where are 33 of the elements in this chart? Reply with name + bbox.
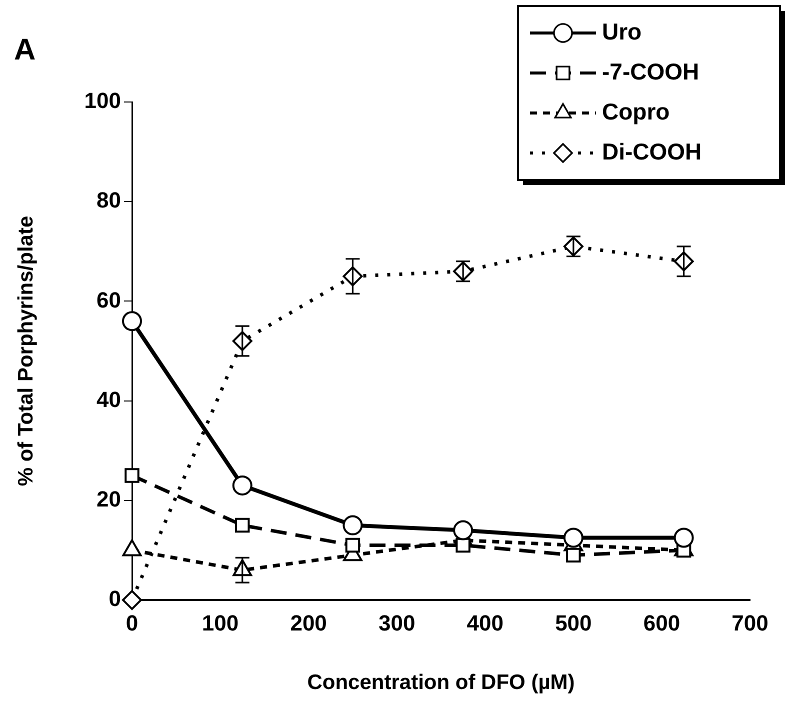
- legend-label: Uro: [602, 18, 642, 44]
- point: [566, 548, 581, 563]
- x-tick-label: 700: [732, 610, 768, 636]
- y-tick-label: 60: [96, 287, 121, 312]
- point: [563, 528, 584, 548]
- point: [456, 538, 470, 553]
- y-tick-label: 100: [84, 88, 121, 114]
- point: [124, 468, 140, 483]
- legend-label: Di-COOH: [602, 138, 702, 164]
- x-tick-label: 200: [290, 610, 327, 636]
- point: [345, 538, 360, 553]
- y-tick-label: 0: [108, 586, 121, 612]
- x-tick-label: 0: [126, 610, 138, 636]
- point: [342, 515, 363, 536]
- y-tick-label: 20: [96, 486, 121, 512]
- point: [453, 520, 474, 540]
- point: [674, 528, 694, 548]
- x-axis-title: Concentration of DFO (µM): [307, 671, 575, 694]
- point: [234, 518, 250, 533]
- y-tick-label: 40: [96, 386, 121, 412]
- x-tick-label: 100: [202, 610, 239, 636]
- y-tick-label: 80: [96, 188, 121, 213]
- chart-title: A: [14, 33, 36, 66]
- y-axis-title: % of Total Porphyrins/plate: [14, 216, 38, 486]
- legend-label: Copro: [602, 98, 670, 124]
- point: [122, 590, 142, 610]
- point: [122, 311, 142, 332]
- x-tick-label: 300: [378, 610, 416, 636]
- x-tick-label: 400: [466, 610, 504, 636]
- x-tick-label: 600: [643, 610, 680, 636]
- legend-label: -7-COOH: [602, 58, 700, 84]
- point: [232, 475, 252, 496]
- x-tick-label: 500: [555, 610, 592, 636]
